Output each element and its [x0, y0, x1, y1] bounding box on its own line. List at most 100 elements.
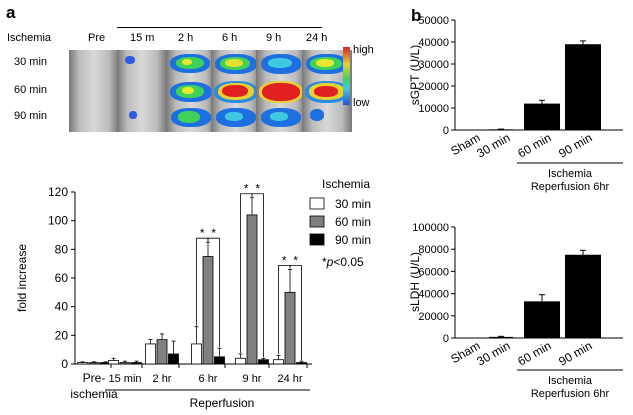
sgpt-ytick-label-5: 50000 [418, 15, 449, 27]
fold-sig-star-4-1: * [255, 182, 260, 196]
fold-bar-3-0 [191, 343, 202, 365]
fold-increase-chart: 0 20 40 60 80 100 120 * * * * * * fold increase Pre… [15, 177, 371, 410]
sldh-ytick-label-3: 60000 [418, 266, 449, 278]
image-90min-pre [69, 103, 119, 132]
fold-ytick-label-3: 60 [55, 271, 69, 285]
image-60min-pre [69, 78, 119, 107]
sldh-bar-2 [524, 301, 560, 338]
time-label-6h: 6 h [222, 32, 238, 44]
fold-legend-label-0: 30 min [335, 197, 371, 211]
sgpt-ytick-label-3: 30000 [418, 59, 449, 71]
colorbar [343, 47, 350, 105]
sldh-xlabel-1: 30 min [474, 338, 512, 368]
time-label-9h: 9 h [266, 32, 282, 44]
fold-sig-bracket-5-1 [289, 265, 302, 361]
sgpt-yticks: 0 10000 20000 30000 40000 50000 [418, 15, 455, 137]
fold-bar-4-2 [258, 359, 269, 365]
fold-legend-swatch-2 [309, 233, 325, 246]
sldh-ytick-label-5: 100000 [412, 222, 449, 234]
fold-bar-0-1 [88, 362, 100, 365]
colorbar-low-label: low [353, 97, 370, 109]
fold-significance-note: *p<0.05 [322, 255, 364, 269]
row-label-90min: 90 min [14, 110, 48, 122]
imaging-panel: Ischemia Pre 15 m 2 h 6 h 9 h 24 h 30 mi… [0, 0, 390, 132]
sldh-ytick-label-2: 40000 [418, 289, 449, 301]
sldh-bars [489, 249, 601, 338]
image-90min-15m [117, 103, 167, 132]
fold-xlabels: Pre-ischemia 15 min 2 hr 6 hr 9 hr 24 hr [70, 371, 303, 401]
sig-note-suffix: <0.05 [333, 255, 364, 269]
image-90min-24h [302, 103, 352, 132]
sldh-ytick-label-0: 0 [443, 333, 449, 345]
colorbar-high-label: high [353, 44, 374, 56]
fold-xlabel2-0: ischemia [70, 387, 118, 401]
sldh-xlabel-2: 60 min [515, 338, 553, 368]
image-90min-9h [256, 103, 306, 132]
fold-ytick-label-2: 40 [55, 300, 69, 314]
fold-bars [77, 197, 307, 365]
sldh-xlabel-3: 90 min [556, 338, 594, 368]
image-30min-9h [256, 50, 306, 79]
sgpt-xlabel-1: 30 min [474, 130, 512, 160]
fold-bar-1-0 [108, 360, 119, 365]
fold-bar-1-1 [119, 362, 131, 365]
image-60min-6h [211, 78, 261, 107]
image-90min-2h [166, 103, 216, 132]
fold-sig-star-3-0: * [200, 226, 205, 240]
sldh-ytick-label-4: 80000 [418, 244, 449, 256]
fold-ytick-label-1: 20 [55, 328, 69, 342]
fold-bar-3-1 [202, 256, 214, 365]
reperfusion-label: Reperfusion [190, 396, 255, 410]
fold-xaxis [75, 363, 312, 368]
time-bracket-line [117, 27, 322, 28]
fold-xlabel-5: 24 hr [277, 373, 302, 385]
fold-legend-title: Ischemia [322, 177, 370, 191]
image-60min-2h [166, 78, 216, 107]
fold-bar-5-1 [284, 291, 296, 365]
fold-yticks: 0 20 40 60 80 100 120 [48, 185, 75, 371]
ischemia-row-header: Ischemia [7, 32, 52, 44]
fold-ytick-label-5: 100 [48, 214, 68, 228]
image-30min-pre [69, 50, 119, 79]
fold-ylabel: fold increase [15, 244, 29, 312]
fold-bar-4-1 [246, 214, 258, 365]
sgpt-bar-1 [489, 129, 513, 130]
image-90min-6h [211, 103, 261, 132]
sgpt-ytick-label-4: 40000 [418, 37, 449, 49]
fold-xlabel-1: 15 min [108, 373, 141, 385]
fold-ytick-label-6: 120 [48, 185, 68, 199]
image-60min-9h [256, 78, 306, 107]
fold-bar-3-2 [214, 356, 225, 365]
time-label-2h: 2 h [178, 32, 194, 44]
sgpt-group-label-2: Reperfusion 6hr [531, 181, 610, 193]
fold-sig-star-5-1: * [293, 253, 298, 267]
sldh-bar-1 [489, 336, 513, 338]
sgpt-ytick-label-0: 0 [443, 125, 449, 137]
fold-bar-2-1 [156, 339, 168, 365]
sldh-yticks: 0 20000 40000 60000 80000 100000 [412, 222, 455, 345]
sgpt-xlabel-3: 90 min [556, 130, 594, 160]
row-label-60min: 60 min [14, 84, 48, 96]
fold-sig-star-3-1: * [211, 226, 216, 240]
image-30min-2h [166, 50, 216, 79]
sgpt-bars [489, 40, 601, 131]
image-30min-6h [211, 50, 261, 79]
fold-sig-bracket-3-1 [207, 237, 220, 348]
fold-ytick-label-4: 80 [55, 242, 69, 256]
fold-xlabel-0: Pre- [83, 371, 106, 385]
time-label-15m: 15 m [130, 32, 155, 44]
sig-note-prefix: * [322, 255, 327, 269]
fold-xlabel-2: 2 hr [153, 373, 172, 385]
time-label-24h: 24 h [306, 32, 328, 44]
fold-bar-5-0 [273, 359, 284, 365]
fold-legend-swatch-1 [309, 215, 325, 228]
sgpt-bar-3 [565, 44, 601, 131]
fold-sig-bracket-4-1 [251, 193, 264, 358]
sgpt-xlabel-2: 60 min [515, 130, 553, 160]
fold-bar-5-2 [296, 362, 307, 365]
fold-bar-4-0 [235, 357, 246, 365]
